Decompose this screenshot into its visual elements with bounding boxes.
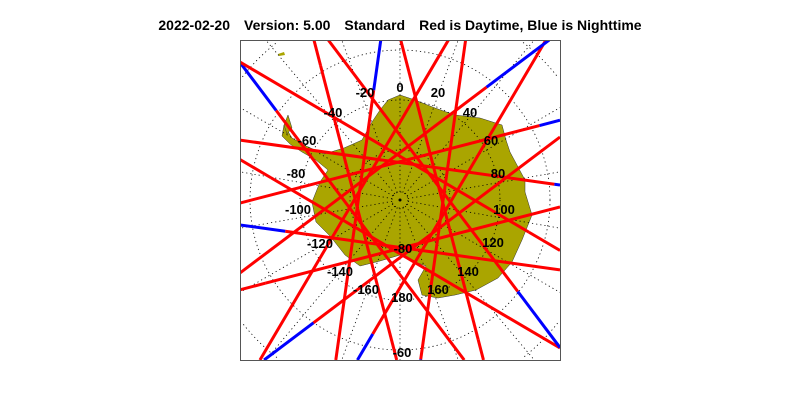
longitude-label: -140 xyxy=(327,264,353,279)
daytime-track xyxy=(258,53,442,360)
nighttime-track xyxy=(539,118,560,127)
daytime-track xyxy=(327,40,519,293)
latitude-label: -60 xyxy=(393,345,412,360)
meridian-line xyxy=(402,40,459,193)
longitude-label: 180 xyxy=(391,290,413,305)
legend-text: Red is Daytime, Blue is Nighttime xyxy=(419,17,642,33)
meridian-line xyxy=(406,107,560,197)
daytime-track xyxy=(240,124,540,205)
daytime-track xyxy=(319,65,399,360)
daytime-track xyxy=(270,176,560,350)
longitude-label: -40 xyxy=(324,105,343,120)
meridian-line xyxy=(341,207,398,360)
daytime-track xyxy=(274,109,466,360)
south-pole-marker xyxy=(398,198,402,202)
meridian-line xyxy=(407,171,560,200)
map-frame xyxy=(240,40,561,361)
longitude-label: 80 xyxy=(491,166,505,181)
nighttime-track xyxy=(240,223,286,233)
longitude-label: -20 xyxy=(356,85,375,100)
date-label: 2022-02-20 xyxy=(158,17,231,33)
daytime-track xyxy=(240,281,266,292)
daytime-track xyxy=(476,339,485,360)
longitude-label: 60 xyxy=(484,133,498,148)
orbit-tracks xyxy=(240,40,560,360)
longitude-label: -120 xyxy=(307,236,333,251)
daytime-track xyxy=(371,40,548,335)
daytime-track xyxy=(438,40,450,56)
daytime-track xyxy=(312,40,322,66)
nighttime-track xyxy=(516,290,560,349)
longitude-label: 140 xyxy=(457,264,479,279)
daytime-track xyxy=(240,138,555,186)
longitude-label: 120 xyxy=(482,235,504,250)
latitude-label: -80 xyxy=(394,241,413,256)
longitude-label: 40 xyxy=(463,105,477,120)
meridian-line xyxy=(341,40,398,193)
longitude-label: 0 xyxy=(396,80,403,95)
daytime-track xyxy=(264,205,560,285)
longitude-label: -160 xyxy=(353,282,379,297)
meridian-line xyxy=(407,200,560,229)
daytime-track xyxy=(528,230,560,252)
graticule xyxy=(240,40,560,360)
daytime-track xyxy=(312,135,560,324)
nighttime-track xyxy=(263,321,315,360)
daytime-track xyxy=(240,158,272,180)
meridian-line xyxy=(240,203,394,293)
nighttime-track xyxy=(372,40,383,91)
longitude-label: -80 xyxy=(287,166,306,181)
longitude-label: -100 xyxy=(285,202,311,217)
longitude-label: -60 xyxy=(298,133,317,148)
island xyxy=(278,52,285,56)
nighttime-track xyxy=(240,61,278,112)
longitude-label: 160 xyxy=(427,282,449,297)
daytime-track xyxy=(240,60,530,234)
nighttime-track xyxy=(485,40,551,89)
mode-label: Standard xyxy=(344,17,406,33)
longitude-label: 20 xyxy=(431,85,445,100)
daytime-track xyxy=(399,40,480,341)
meridian-line xyxy=(240,171,393,200)
daytime-track xyxy=(334,90,376,360)
daytime-track xyxy=(240,86,488,275)
nighttime-track xyxy=(554,182,560,187)
latitude-circle xyxy=(299,99,501,301)
map-title: 2022-02-20 Version: 5.00 Standard Red is Da… xyxy=(0,17,800,33)
nighttime-track xyxy=(356,333,375,360)
meridian-line xyxy=(402,207,459,360)
latitude-circle xyxy=(391,191,409,209)
longitude-label: 100 xyxy=(493,202,515,217)
version-label: Version: 5.00 xyxy=(244,17,331,33)
meridian-line xyxy=(240,200,393,229)
